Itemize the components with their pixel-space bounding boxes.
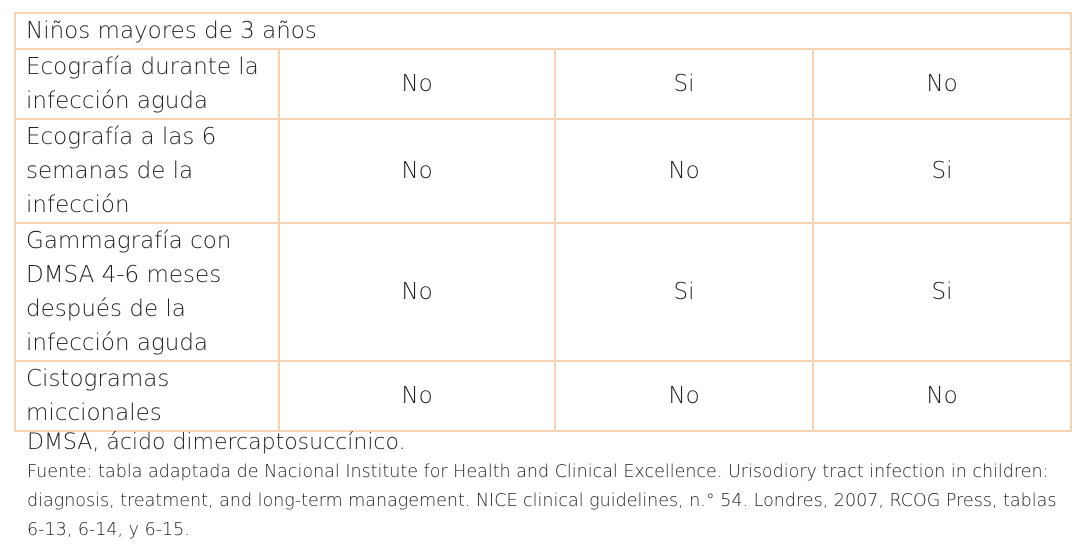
table-row: Ecografía a las 6 semanas de la infecció… (14, 118, 1073, 224)
table-row: Ecografía durante la infección aguda No … (14, 48, 1073, 120)
cell-value: Si (554, 222, 814, 362)
table-header-row: Niños mayores de 3 años (13, 12, 1073, 50)
table-row: Gammagrafía con DMSA 4-6 meses después d… (14, 222, 1073, 362)
recommendations-table: Niños mayores de 3 años Ecografía durant… (13, 12, 1073, 432)
source-note: Fuente: tabla adaptada de Nacional Insti… (27, 462, 1057, 540)
table-header: Niños mayores de 3 años (13, 12, 1073, 50)
cell-value: No (554, 360, 814, 432)
row-label: Ecografía a las 6 semanas de la infecció… (14, 118, 280, 224)
cell-value: No (278, 360, 556, 432)
cell-value: Si (811, 222, 1073, 362)
cell-value: No (278, 118, 556, 224)
row-label: Ecografía durante la infección aguda (14, 48, 280, 120)
cell-value: Si (554, 48, 814, 120)
cell-value: No (811, 360, 1073, 432)
table-row: Cistogramas miccionales No No No (14, 360, 1073, 432)
abbreviation-note: DMSA, ácido dimercaptosuccínico. (27, 430, 406, 455)
row-label: Cistogramas miccionales (14, 360, 280, 432)
row-label: Gammagrafía con DMSA 4-6 meses después d… (14, 222, 280, 362)
table-notes: DMSA, ácido dimercaptosuccínico. Fuente:… (27, 428, 1077, 545)
cell-value: No (278, 48, 556, 120)
cell-value: Si (811, 118, 1073, 224)
cell-value: No (811, 48, 1073, 120)
cell-value: No (554, 118, 814, 224)
cell-value: No (278, 222, 556, 362)
